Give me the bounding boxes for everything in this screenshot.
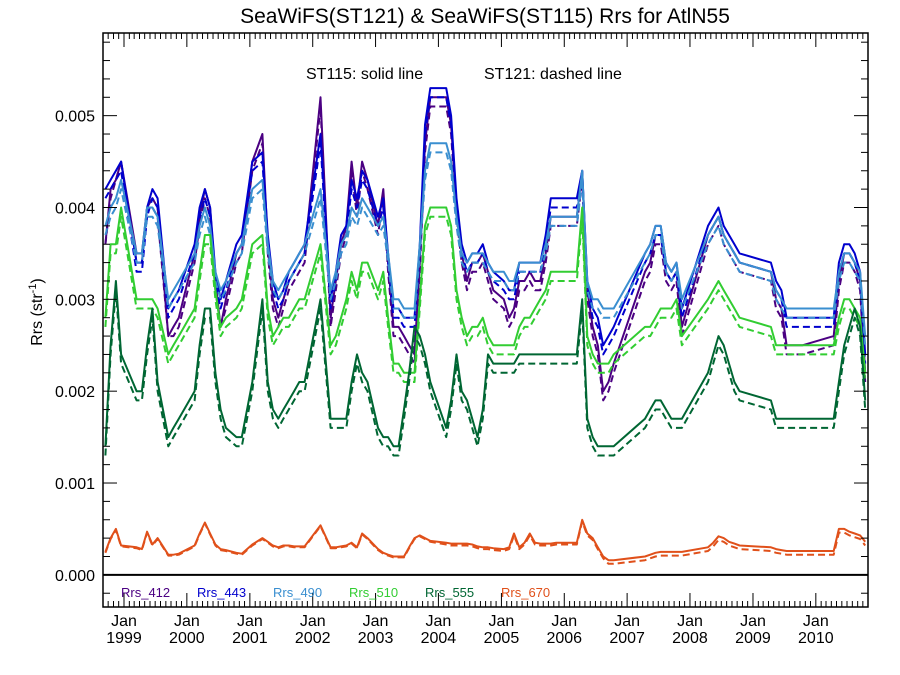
legend-item-rrs-443: Rrs_443 [197,585,246,600]
x-tick-year-label: 2010 [798,630,834,647]
x-tick-month-label: Jan [426,613,452,630]
x-tick-month-label: Jan [363,613,389,630]
legend-item-rrs-490: Rrs_490 [273,585,322,600]
x-tick-year-label: 2000 [169,630,205,647]
y-tick-label: 0.000 [55,568,95,585]
x-tick-year-label: 2008 [672,630,708,647]
series-line-rrs-670-solid [104,518,866,562]
annotation-solid: ST115: solid line [306,66,423,83]
series-line-rrs-555-dashed [104,289,867,457]
x-tick-month-label: Jan [803,613,829,630]
series-line-rrs-412-dashed [104,105,867,402]
legend: Rrs_412 Rrs_443 Rrs_490 Rrs_510 Rrs_555 Rrs_6… [121,585,550,600]
x-tick-month-label: Jan [237,613,263,630]
y-tick-label: 0.001 [55,476,95,493]
series-line-rrs-490-dashed [104,151,867,346]
x-tick-month-label: Jan [174,613,200,630]
x-tick-year-label: 2005 [484,630,520,647]
legend-item-rrs-412: Rrs_412 [121,585,170,600]
x-tick-month-label: Jan [551,613,577,630]
x-tick-year-label: 2001 [232,630,268,647]
y-axis-label-sup: -1 [27,284,39,294]
x-tick-month-label: Jan [614,613,640,630]
x-tick-month-label: Jan [300,613,326,630]
series-line-rrs-510-dashed [104,215,867,383]
x-tick-year-label: 2007 [609,630,645,647]
x-tick-month-label: Jan [677,613,703,630]
y-tick-label: 0.002 [55,384,95,401]
plot-area [104,87,867,565]
legend-item-rrs-510: Rrs_510 [349,585,398,600]
x-tick-month-label: Jan [740,613,766,630]
x-tick-year-label: 2009 [735,630,771,647]
y-tick-label: 0.003 [55,292,95,309]
annotation-dashed: ST121: dashed line [484,66,622,83]
x-tick-year-label: 2004 [421,630,457,647]
x-tick-labels: Jan1999Jan2000Jan2001Jan2002Jan2003Jan20… [106,613,834,647]
x-tick-month-label: Jan [111,613,137,630]
x-tick-year-label: 2006 [546,630,582,647]
series-line-rrs-510-solid [104,206,867,374]
y-tick-labels: 0.000 0.001 0.002 0.003 0.004 0.005 [55,109,95,585]
x-tick-year-label: 2003 [358,630,394,647]
y-tick-label: 0.004 [55,200,95,217]
x-tick-year-label: 1999 [106,630,142,647]
chart-title: SeaWiFS(ST121) & SeaWiFS(ST115) Rrs for … [240,5,730,28]
x-tick-month-label: Jan [489,613,515,630]
series-line-rrs-555-solid [104,280,867,448]
x-tick-year-label: 2002 [295,630,331,647]
legend-item-rrs-670: Rrs_670 [501,585,550,600]
y-axis-label-text: Rrs (str [29,293,46,346]
legend-item-rrs-555: Rrs_555 [425,585,474,600]
y-axis-label-close: ) [29,278,46,283]
y-tick-label: 0.005 [55,109,95,126]
axes [102,32,869,608]
series-line-rrs-490-solid [104,142,867,337]
y-axis-label: Rrs (str-1) [27,278,46,346]
